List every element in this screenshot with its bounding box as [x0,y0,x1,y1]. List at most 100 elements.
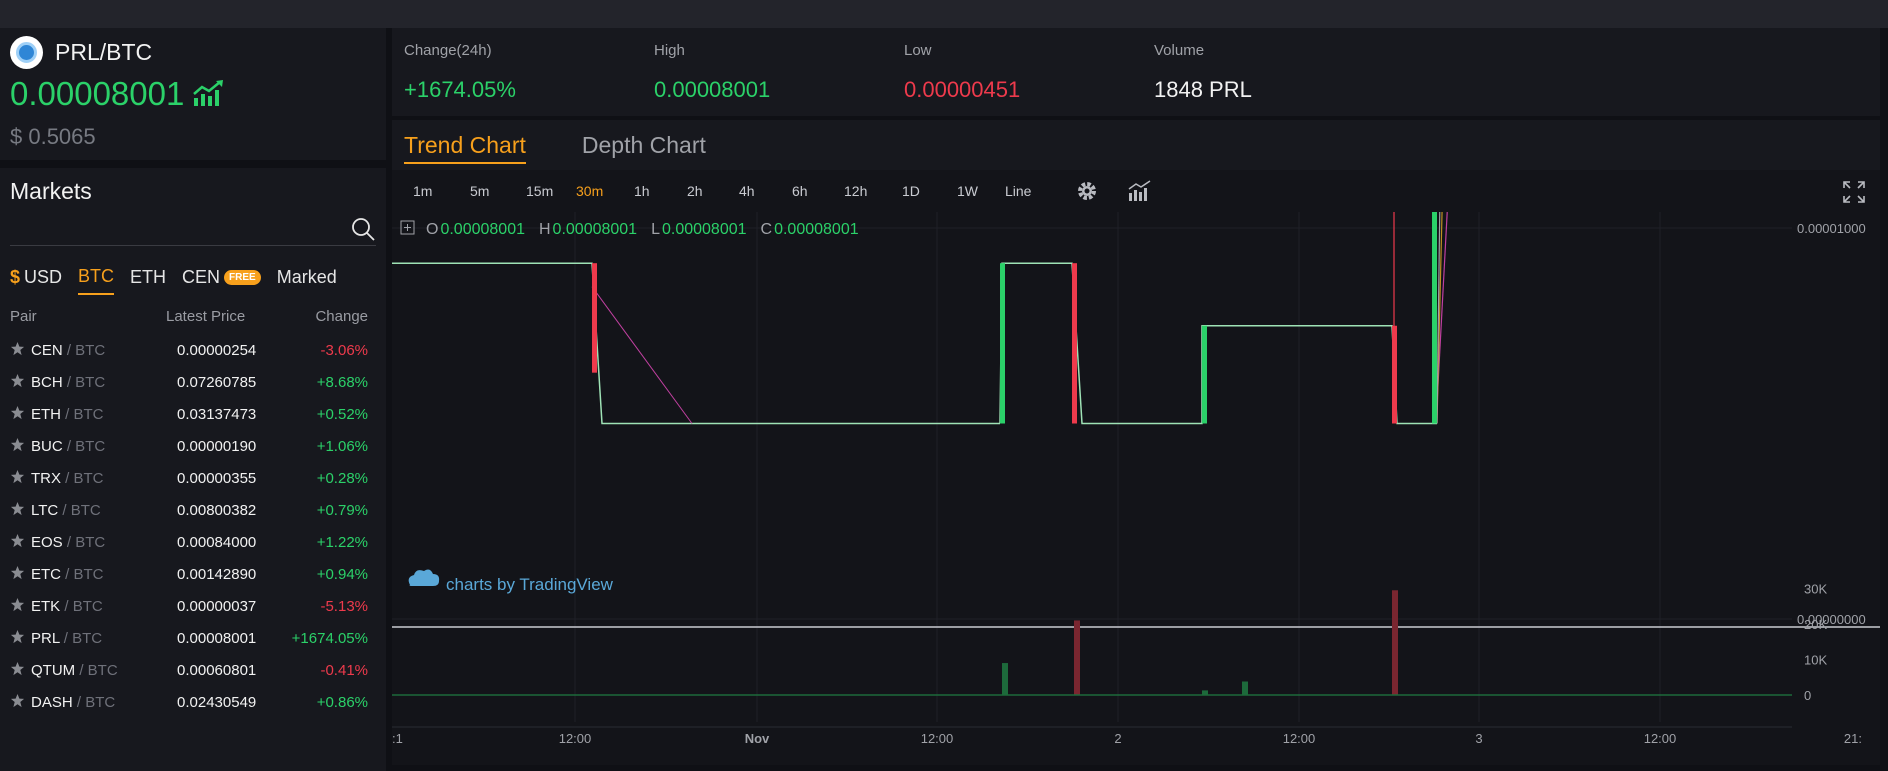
ohlc-h: 0.00008001 [553,221,638,238]
star-icon[interactable] [10,565,25,580]
time-axis-label: 21: [1844,731,1862,746]
market-row[interactable]: BUC / BTC 0.00000190 +1.06% [0,432,386,464]
market-tab-marked[interactable]: Marked [276,267,337,287]
timeframe-30m[interactable]: 30m [576,183,604,199]
column-pair[interactable]: Pair [10,308,37,325]
pair-price: 0.00142890 [177,566,257,583]
timeframe-1w[interactable]: 1W [957,183,978,199]
tab-depth-chart[interactable]: Depth Chart [581,132,706,158]
tradingview-cloud-icon [408,569,440,586]
market-row[interactable]: PRL / BTC 0.00008001 +1674.05% [0,624,386,656]
star-icon[interactable] [10,405,25,420]
ohlc-c-label: C [761,221,773,238]
time-axis-label: 12:00 [921,731,954,746]
time-axis-label: 12:00 [559,731,592,746]
market-tab-usd[interactable]: $ USD [10,267,63,287]
pair-price: 0.00000355 [177,470,257,487]
market-row[interactable]: BCH / BTC 0.07260785 +8.68% [0,368,386,400]
star-icon[interactable] [10,469,25,484]
tab-trend-chart[interactable]: Trend Chart [404,132,526,164]
pair-change: +1.22% [316,534,368,551]
price-chart[interactable]: 0.000070000.000060000.000050000.00004000… [392,212,1880,765]
markets-panel: Markets $ USD BTC ETH CEN FREE Marked Pair… [0,168,386,771]
time-axis-label: 12:00 [1283,731,1316,746]
timeframe-1m[interactable]: 1m [413,183,433,199]
ticker-summary: PRL/BTC 0.00008001 $ 0.5065 [0,28,386,160]
star-icon[interactable] [10,373,25,388]
column-change[interactable]: Change [315,308,368,325]
ohlc-legend: O 0.00008001 H 0.00008001 L 0.00008001 C 0.0000… [426,221,859,238]
indicators-icon[interactable] [1127,179,1153,203]
timeframe-line[interactable]: Line [1005,183,1032,199]
star-icon[interactable] [10,501,25,516]
market-row[interactable]: TRX / BTC 0.00000355 +0.28% [0,464,386,496]
pair-change: +0.79% [316,502,368,519]
market-table-header: Pair Latest Price Change [10,308,376,328]
timeframe-2h[interactable]: 2h [687,183,703,199]
pair-price: 0.00008001 [177,630,257,647]
top-bar [0,0,1888,28]
star-icon[interactable] [10,533,25,548]
timeframe-6h[interactable]: 6h [792,183,808,199]
timeframe-4h[interactable]: 4h [739,183,755,199]
time-axis-label: Nov [745,731,770,746]
market-row[interactable]: ETC / BTC 0.00142890 +0.94% [0,560,386,592]
price-axis-label: 0.00001000 [1797,221,1866,236]
timeframe-5m[interactable]: 5m [470,183,490,199]
market-row[interactable]: EOS / BTC 0.00084000 +1.22% [0,528,386,560]
pair-price: 0.07260785 [177,374,257,391]
volume-axis-label: 20K [1804,617,1827,632]
star-icon[interactable] [10,693,25,708]
pair-base: PRL / BTC [31,630,103,647]
market-search-input[interactable] [10,210,340,244]
market-row[interactable]: ETH / BTC 0.03137473 +0.52% [0,400,386,432]
ma-line [591,286,693,424]
search-icon[interactable] [350,216,376,242]
market-row[interactable]: LTC / BTC 0.00800382 +0.79% [0,496,386,528]
market-tabs: $ USD BTC ETH CEN FREE Marked [10,266,337,295]
pair-price: 0.02430549 [177,694,257,711]
timeframe-12h[interactable]: 12h [844,183,868,199]
market-tab-cen[interactable]: CEN FREE [182,266,261,295]
stat-label: Change(24h) [404,42,492,59]
market-row[interactable]: ETK / BTC 0.00000037 -5.13% [0,592,386,624]
star-icon[interactable] [10,661,25,676]
timeframe-1h[interactable]: 1h [634,183,650,199]
markets-title: Markets [10,178,92,204]
market-tab-eth[interactable]: ETH [130,267,167,287]
star-icon[interactable] [10,597,25,612]
pair-price: 0.00000254 [177,342,257,359]
market-row[interactable]: QTUM / BTC 0.00060801 -0.41% [0,656,386,688]
expand-legend-icon[interactable] [400,220,415,235]
column-latest-price[interactable]: Latest Price [166,308,246,325]
time-axis-label: 2 [1114,731,1121,746]
market-row[interactable]: CEN / BTC 0.00000254 -3.06% [0,336,386,368]
fullscreen-icon[interactable] [1842,180,1866,204]
pair-base: ETC / BTC [31,566,104,583]
tradingview-watermark[interactable]: charts by TradingView [446,575,614,594]
candle-up [1432,212,1437,424]
pair-price: 0.03137473 [177,406,257,423]
last-price: 0.00008001 [10,75,224,113]
timeframe-15m[interactable]: 15m [526,183,554,199]
market-row[interactable]: DASH / BTC 0.02430549 +0.86% [0,688,386,720]
timeframe-1d[interactable]: 1D [902,183,920,199]
pair-base: BCH / BTC [31,374,106,391]
stat-label: Low [904,42,932,59]
stat-high: High 0.00008001 [654,42,770,103]
pair-price: 0.00084000 [177,534,257,551]
market-tab-btc[interactable]: BTC [78,266,115,295]
stats-bar: Change(24h) +1674.05% High 0.00008001 Lo… [392,28,1880,116]
stat-value: 0.00008001 [654,77,771,102]
candle-down [1392,325,1397,424]
pair-base: ETH / BTC [31,406,104,423]
star-icon[interactable] [10,341,25,356]
gear-icon[interactable] [1075,179,1099,203]
star-icon[interactable] [10,629,25,644]
stat-volume: Volume 1848 PRL [1154,42,1252,103]
chart-panel: Trend Chart Depth Chart 1m 5m 15m 30m 1h 2h 4h… [392,120,1880,765]
chart-tabs: Trend Chart Depth Chart [404,132,706,164]
star-icon[interactable] [10,437,25,452]
volume-bar-up [1002,663,1008,695]
pair-change: -5.13% [320,598,368,615]
